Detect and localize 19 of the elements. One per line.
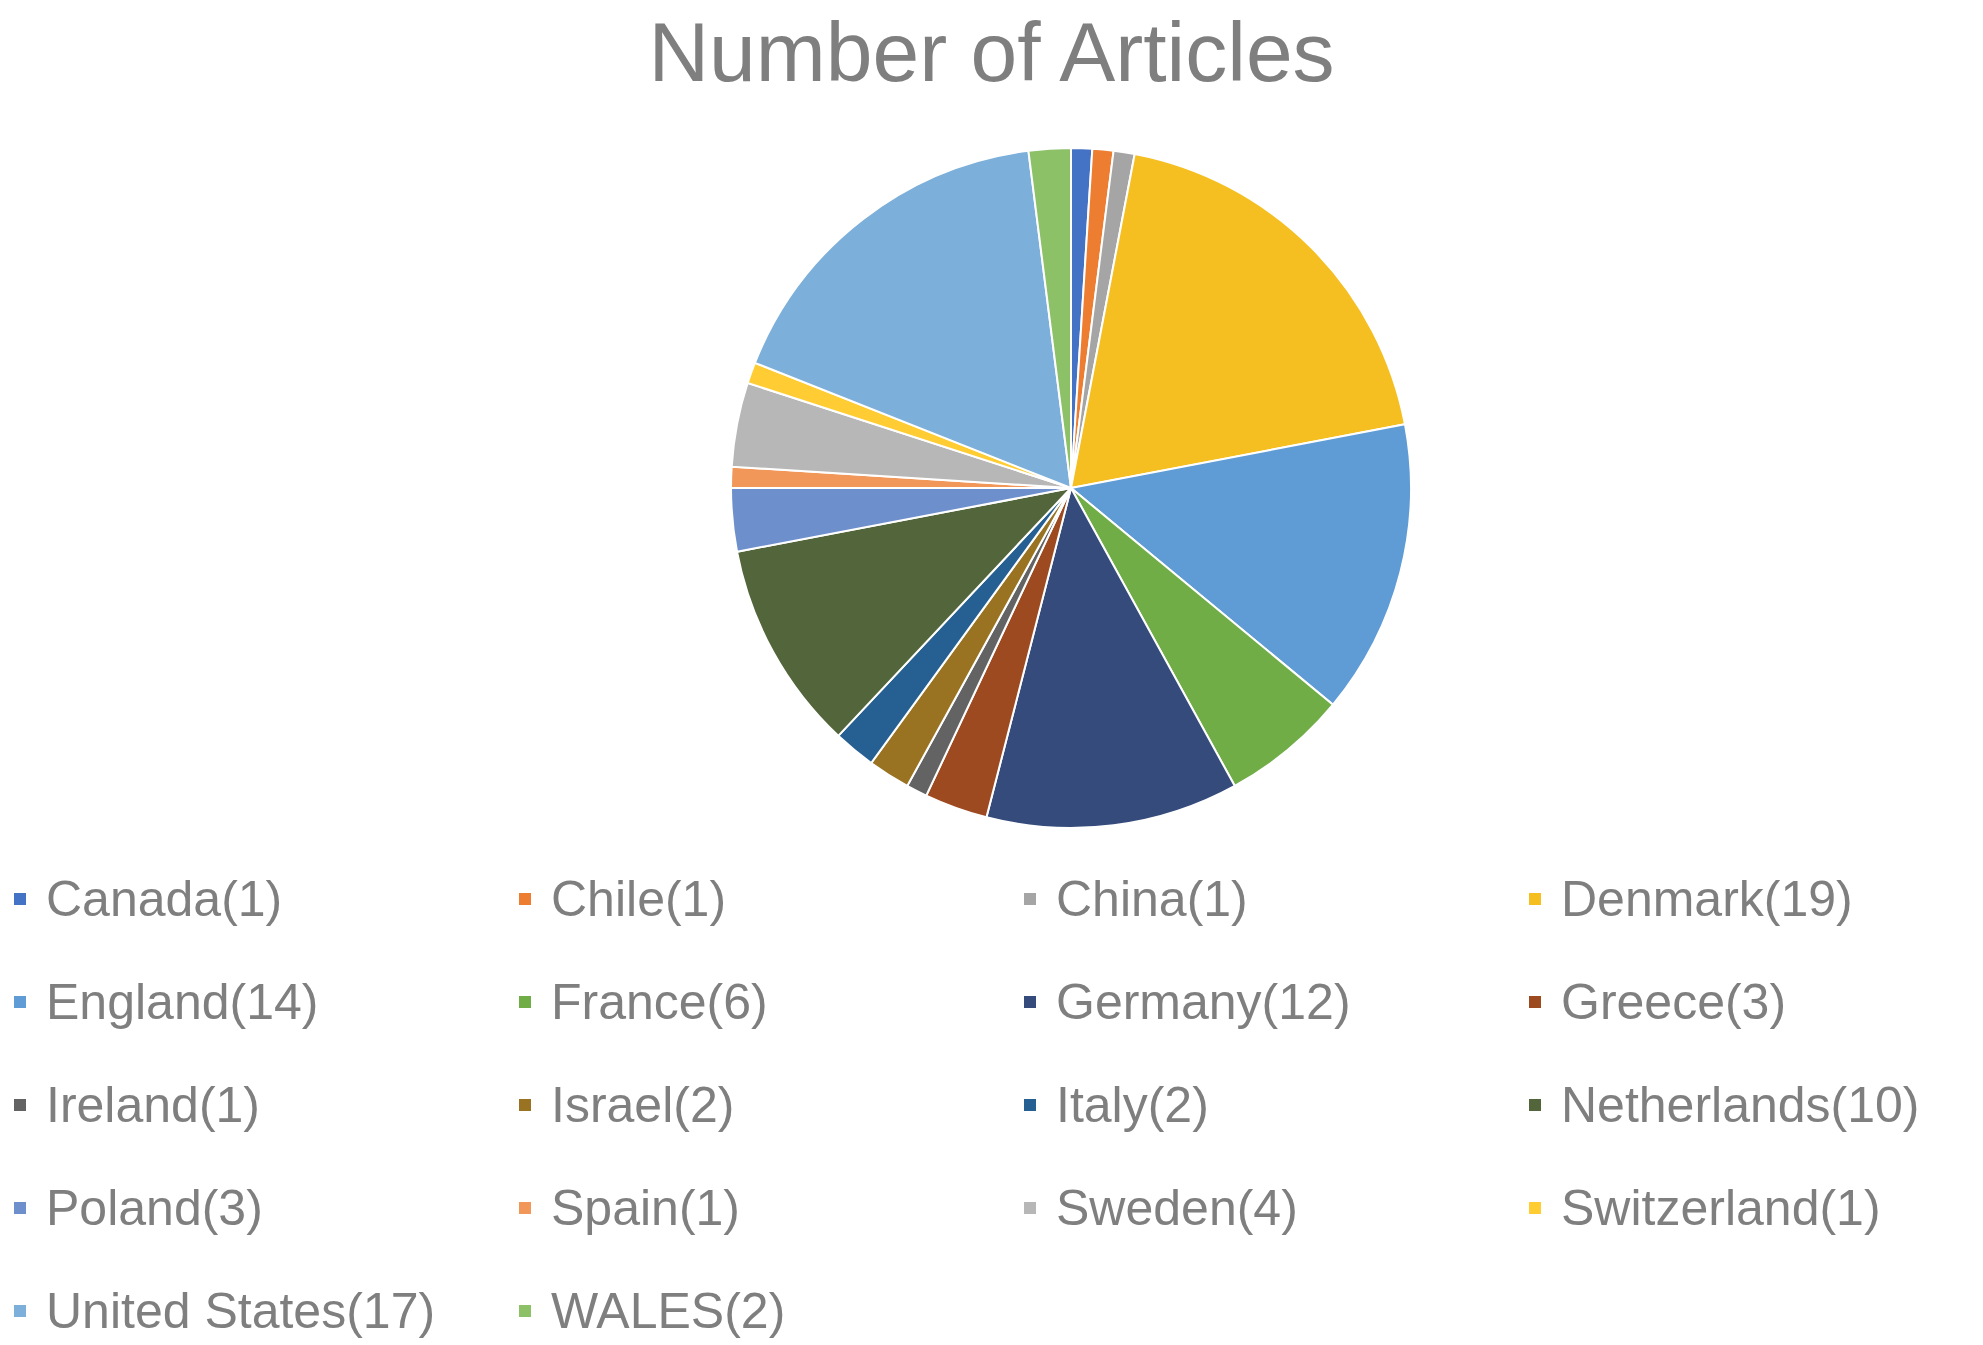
legend-label: France(6)	[551, 972, 768, 1031]
legend-label: Switzerland(1)	[1561, 1178, 1881, 1237]
legend-label: Canada(1)	[46, 869, 283, 928]
legend-label: England(14)	[46, 972, 319, 1031]
legend-label: Chile(1)	[551, 869, 727, 928]
legend-label: WALES(2)	[551, 1281, 786, 1340]
legend-label: China(1)	[1056, 869, 1248, 928]
chart-title: Number of Articles	[647, 4, 1336, 101]
legend-label: Germany(12)	[1056, 972, 1351, 1031]
legend-label: Spain(1)	[551, 1178, 740, 1237]
legend-label: Denmark(19)	[1561, 869, 1853, 928]
legend-label: Sweden(4)	[1056, 1178, 1298, 1237]
legend-label: Ireland(1)	[46, 1075, 260, 1134]
legend-label: United States(17)	[46, 1281, 436, 1340]
legend-label: Greece(3)	[1561, 972, 1787, 1031]
legend-label: Italy(2)	[1056, 1075, 1209, 1134]
legend-label: Israel(2)	[551, 1075, 735, 1134]
legend-label: Netherlands(10)	[1561, 1075, 1920, 1134]
legend-label: Poland(3)	[46, 1178, 263, 1237]
